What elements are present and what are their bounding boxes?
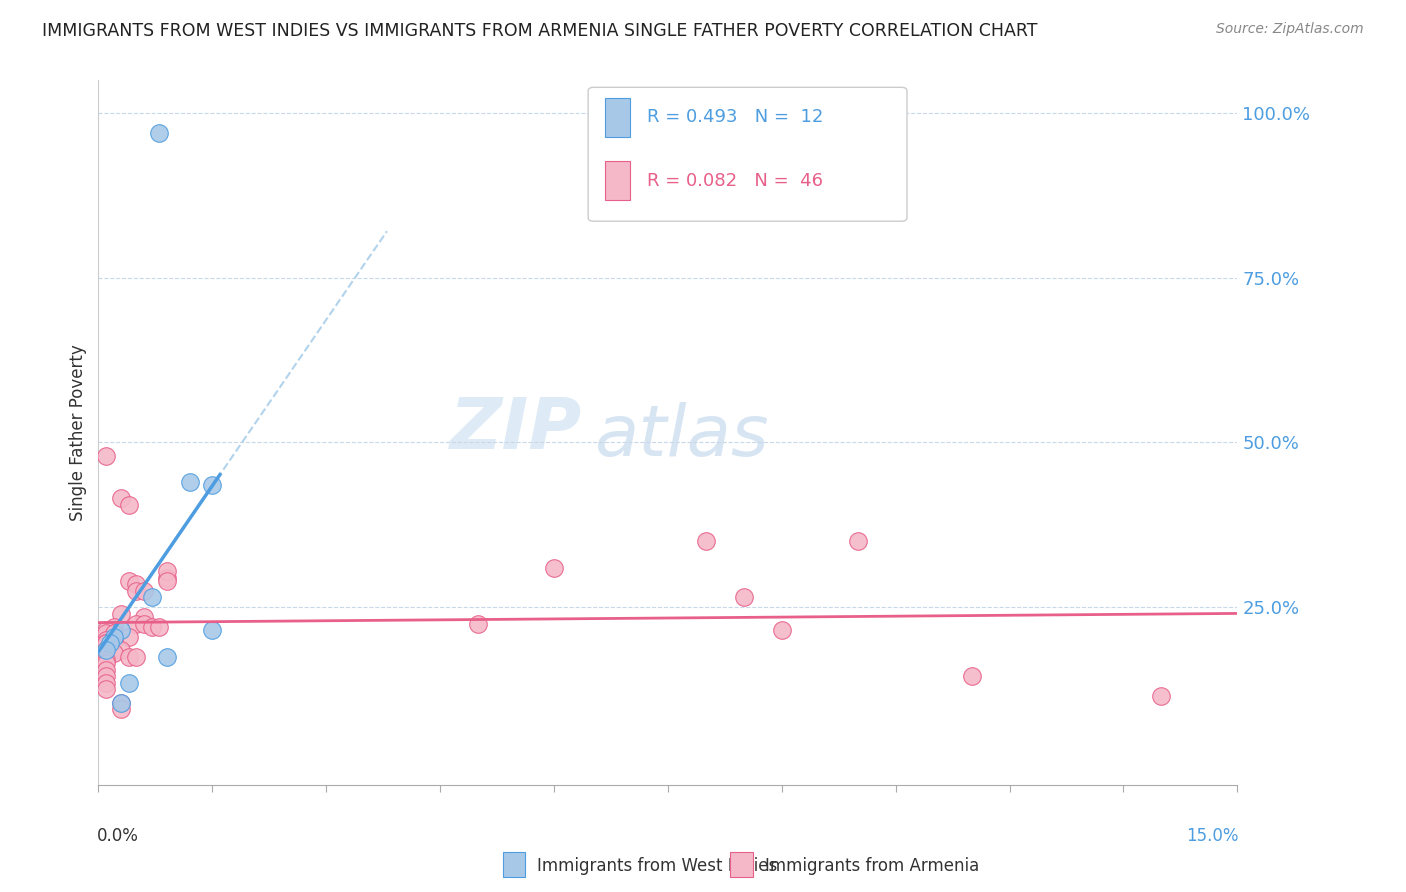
Point xyxy=(1150,689,1173,703)
Point xyxy=(118,630,141,644)
Point xyxy=(94,643,117,657)
Point xyxy=(733,591,755,605)
Point xyxy=(94,682,117,697)
Y-axis label: Single Father Poverty: Single Father Poverty xyxy=(69,344,87,521)
Point xyxy=(94,633,117,648)
Point xyxy=(201,478,224,492)
Point xyxy=(846,534,869,549)
Point xyxy=(543,560,565,574)
Point xyxy=(94,669,117,683)
Point xyxy=(156,564,179,578)
Point xyxy=(103,630,125,644)
Text: Immigrants from West Indies: Immigrants from West Indies xyxy=(537,857,778,875)
Text: R = 0.082   N =  46: R = 0.082 N = 46 xyxy=(647,171,824,190)
Text: 0.0%: 0.0% xyxy=(97,827,139,846)
Point xyxy=(94,623,117,637)
Bar xyxy=(605,161,630,200)
Point xyxy=(110,702,132,716)
Text: 15.0%: 15.0% xyxy=(1185,827,1239,846)
FancyBboxPatch shape xyxy=(588,87,907,221)
Point xyxy=(94,636,117,650)
Point xyxy=(98,636,121,650)
Point xyxy=(94,653,117,667)
Point xyxy=(132,616,155,631)
Point xyxy=(467,616,489,631)
Point xyxy=(94,643,117,657)
Point xyxy=(125,616,148,631)
Point xyxy=(156,574,179,588)
Point xyxy=(103,646,125,660)
Point xyxy=(118,649,141,664)
Point xyxy=(118,498,141,512)
Point xyxy=(103,633,125,648)
Point xyxy=(695,534,717,549)
Point xyxy=(156,649,179,664)
Point xyxy=(148,126,170,140)
Bar xyxy=(503,852,526,877)
Point xyxy=(132,610,155,624)
Point xyxy=(125,583,148,598)
Point xyxy=(118,676,141,690)
Point xyxy=(179,475,201,489)
Point xyxy=(94,626,117,640)
Point xyxy=(94,676,117,690)
Point xyxy=(156,570,179,584)
Point xyxy=(960,669,983,683)
Point xyxy=(103,626,125,640)
Text: IMMIGRANTS FROM WEST INDIES VS IMMIGRANTS FROM ARMENIA SINGLE FATHER POVERTY COR: IMMIGRANTS FROM WEST INDIES VS IMMIGRANT… xyxy=(42,22,1038,40)
Text: Source: ZipAtlas.com: Source: ZipAtlas.com xyxy=(1216,22,1364,37)
Text: Immigrants from Armenia: Immigrants from Armenia xyxy=(765,857,979,875)
Point xyxy=(148,620,170,634)
Point xyxy=(103,620,125,634)
Point xyxy=(125,649,148,664)
Point xyxy=(770,623,793,637)
Point xyxy=(110,643,132,657)
Point xyxy=(201,623,224,637)
Point xyxy=(94,449,117,463)
Bar xyxy=(731,852,754,877)
Point xyxy=(141,591,163,605)
Point xyxy=(110,607,132,621)
Point xyxy=(125,577,148,591)
Point xyxy=(118,574,141,588)
Point xyxy=(110,491,132,506)
Text: ZIP: ZIP xyxy=(450,394,582,464)
Text: atlas: atlas xyxy=(593,401,769,471)
Text: R = 0.493   N =  12: R = 0.493 N = 12 xyxy=(647,108,824,127)
Bar xyxy=(605,98,630,136)
Point xyxy=(132,583,155,598)
Point xyxy=(110,696,132,710)
Point xyxy=(110,696,132,710)
Point xyxy=(141,620,163,634)
Point xyxy=(94,663,117,677)
Point xyxy=(94,636,117,650)
Point xyxy=(110,623,132,637)
Point xyxy=(94,656,117,670)
